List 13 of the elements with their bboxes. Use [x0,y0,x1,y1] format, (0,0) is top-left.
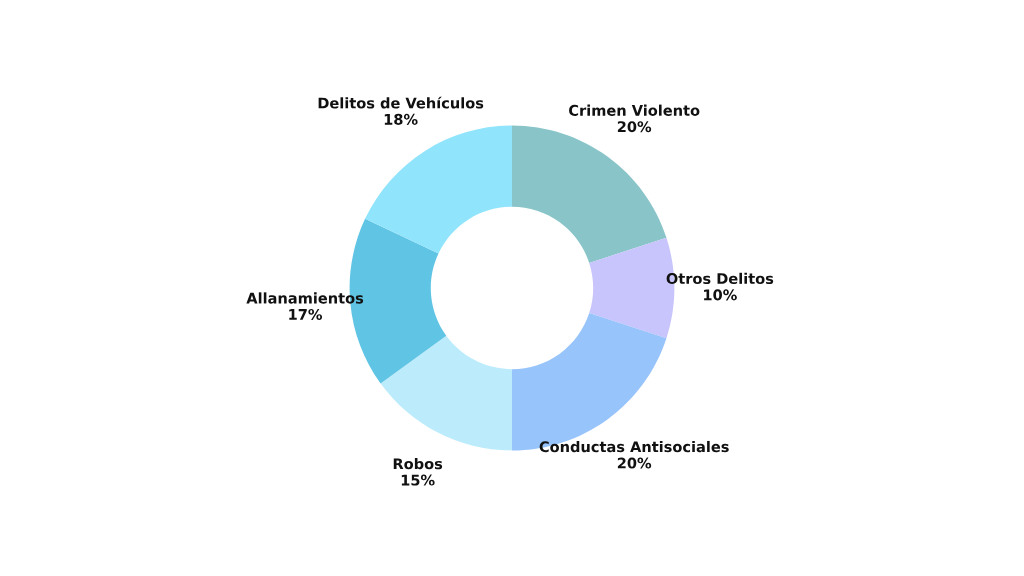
slice-label: Delitos de Vehículos [318,96,484,109]
slice-label: Conductas Antisociales [539,440,729,453]
donut-slice [380,335,512,451]
data-label: 20% [617,121,652,133]
slice-label: Robos [393,457,443,470]
data-label: 10% [704,289,737,301]
data-label: 17% [289,308,323,320]
data-label: 20% [617,457,652,469]
slice-label: Otros Delitos [666,272,774,285]
data-label: 18% [384,113,418,125]
donut-slice [365,125,512,254]
slice-label: Crimen Violento [569,104,700,116]
data-label: 15% [401,474,435,486]
